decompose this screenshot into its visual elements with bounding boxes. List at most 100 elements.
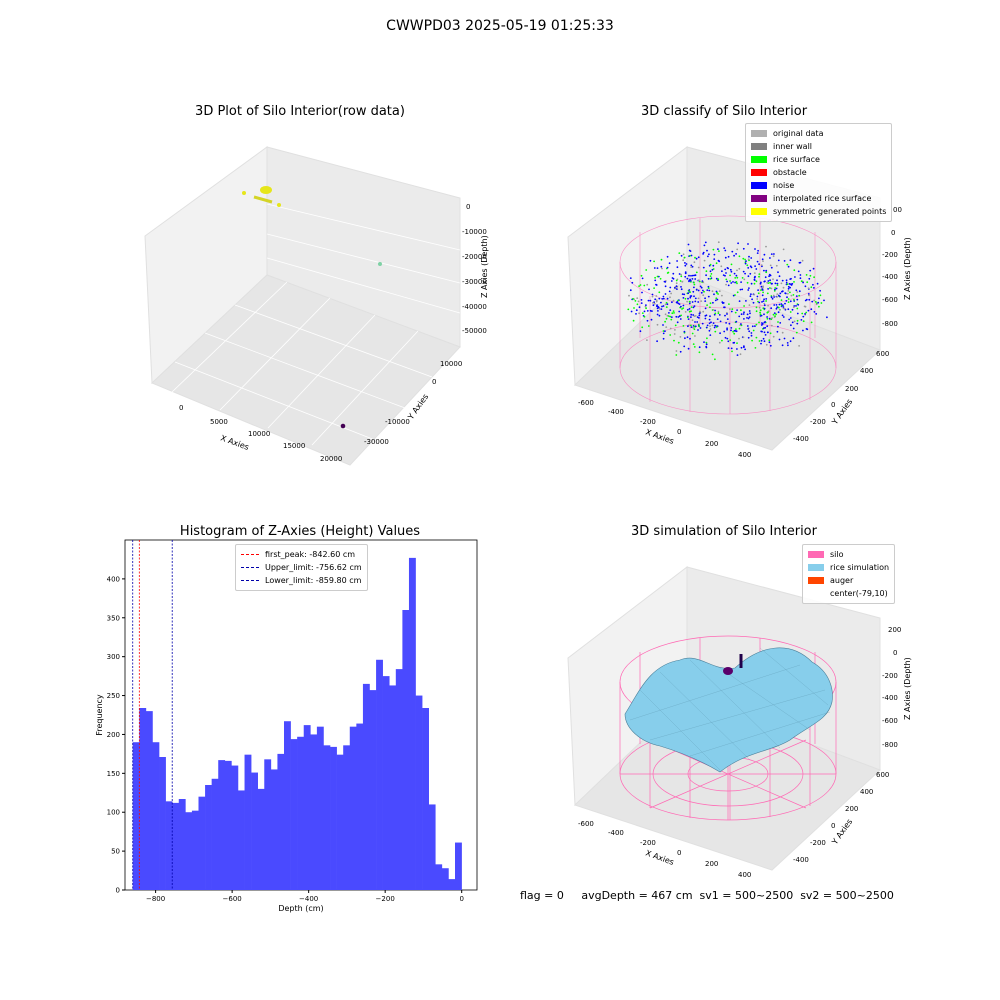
classified-point (678, 310, 681, 313)
classified-point (726, 328, 728, 331)
classified-point (727, 267, 729, 270)
classified-point (792, 306, 795, 309)
classified-point (735, 281, 738, 283)
classified-point (662, 332, 665, 335)
classified-point (675, 285, 678, 288)
classified-point (784, 292, 787, 295)
classified-point (705, 343, 708, 346)
classified-point (730, 327, 733, 329)
classified-point (748, 255, 750, 258)
classified-point (774, 315, 776, 317)
classified-point (707, 255, 709, 258)
classified-point (650, 318, 653, 321)
classified-point (776, 284, 779, 286)
classified-point (702, 266, 705, 269)
classified-point (671, 277, 674, 279)
classified-point (689, 295, 692, 297)
svg-text:-10000: -10000 (462, 228, 487, 236)
classified-point (717, 312, 720, 315)
classified-point (778, 308, 781, 311)
classified-point (755, 336, 758, 339)
classified-point (776, 282, 779, 285)
classified-point (763, 331, 766, 334)
classified-point (768, 275, 770, 278)
classified-point (746, 325, 749, 327)
classified-point (751, 325, 754, 328)
classified-point (786, 342, 789, 344)
histogram-bar (152, 742, 160, 890)
classified-point (736, 276, 739, 279)
svg-text:0: 0 (677, 428, 681, 436)
classified-point (695, 288, 698, 291)
classified-point (690, 306, 693, 308)
classified-point (660, 258, 663, 261)
classified-point (693, 346, 696, 348)
histogram-bar (408, 557, 416, 890)
classified-point (698, 351, 701, 354)
classified-point (771, 317, 773, 319)
classified-point (641, 291, 643, 294)
classified-point (694, 274, 697, 277)
classified-point (753, 272, 756, 274)
svg-text:10000: 10000 (248, 430, 270, 438)
classified-point (746, 264, 749, 267)
classified-point (775, 264, 778, 267)
classified-point (763, 304, 766, 307)
classified-point (664, 330, 666, 333)
classified-point (777, 325, 779, 328)
histogram-bar (284, 721, 291, 890)
classified-point (733, 329, 736, 332)
x-tick-label: 0 (459, 895, 463, 903)
classified-point (790, 283, 792, 286)
classified-point (811, 300, 814, 303)
classified-point (716, 318, 719, 320)
classified-point (770, 287, 773, 290)
svg-text:-30000: -30000 (364, 438, 389, 446)
classified-point (804, 313, 806, 315)
classified-point (714, 312, 717, 315)
classified-point (652, 302, 654, 304)
classified-point (713, 253, 716, 256)
classified-point (712, 264, 715, 267)
classified-point (748, 287, 750, 289)
classified-point (736, 309, 738, 311)
classified-point (774, 287, 777, 289)
classified-point (769, 257, 771, 259)
classified-point (690, 264, 693, 267)
svg-text:-800: -800 (882, 741, 898, 749)
classified-point (747, 258, 750, 261)
classified-point (715, 326, 718, 328)
histogram-bar (205, 785, 212, 890)
histogram-bar (448, 879, 456, 890)
classified-point (629, 277, 632, 279)
classified-point (793, 320, 796, 323)
figure-title: CWWPD03 2025-05-19 01:25:33 (386, 18, 614, 34)
classified-point (689, 254, 691, 257)
classified-point (645, 269, 648, 271)
classified-point (738, 337, 740, 340)
histogram-bar (336, 754, 344, 890)
legend-item: silo (808, 548, 889, 561)
classified-point (664, 285, 667, 288)
classified-point (688, 289, 691, 291)
legend-swatch (808, 577, 824, 584)
classified-point (701, 322, 704, 325)
classified-point (646, 310, 649, 312)
classified-point (741, 277, 744, 279)
classified-point (739, 288, 742, 291)
svg-text:-200: -200 (882, 251, 898, 259)
classified-point (771, 282, 773, 285)
classified-point (703, 290, 705, 293)
classified-point (670, 292, 672, 295)
classified-point (636, 303, 639, 306)
svg-text:-40000: -40000 (462, 303, 487, 311)
classified-point (795, 295, 798, 297)
classified-point (778, 338, 781, 341)
classified-point (682, 253, 685, 256)
x-tick-label: −400 (299, 895, 318, 903)
classified-point (800, 280, 803, 283)
classified-point (777, 321, 779, 323)
classified-point (641, 326, 644, 329)
classified-point (693, 261, 696, 264)
classify-z-tick-partial: 00 (893, 206, 902, 214)
